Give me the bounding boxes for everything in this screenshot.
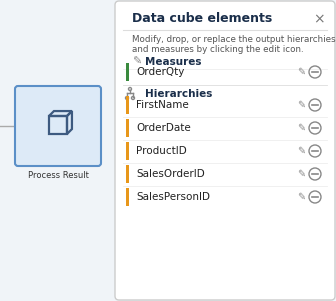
Text: ✎: ✎ bbox=[297, 192, 305, 202]
Text: ×: × bbox=[313, 12, 325, 26]
Text: Modify, drop, or replace the output hierarchies: Modify, drop, or replace the output hier… bbox=[132, 36, 336, 45]
FancyBboxPatch shape bbox=[115, 1, 335, 300]
Text: and measures by clicking the edit icon.: and measures by clicking the edit icon. bbox=[132, 45, 304, 54]
FancyBboxPatch shape bbox=[126, 165, 129, 183]
FancyBboxPatch shape bbox=[0, 0, 120, 301]
Text: FirstName: FirstName bbox=[136, 100, 189, 110]
Text: ProductID: ProductID bbox=[136, 146, 187, 156]
Text: Data cube elements: Data cube elements bbox=[132, 13, 272, 26]
FancyBboxPatch shape bbox=[126, 63, 129, 81]
Text: OrderQty: OrderQty bbox=[136, 67, 184, 77]
Text: ✎: ✎ bbox=[132, 57, 141, 67]
FancyBboxPatch shape bbox=[126, 188, 129, 206]
FancyBboxPatch shape bbox=[15, 86, 101, 166]
Text: ✎: ✎ bbox=[297, 100, 305, 110]
FancyBboxPatch shape bbox=[126, 96, 129, 114]
Text: ✎: ✎ bbox=[297, 123, 305, 133]
Text: Process Result: Process Result bbox=[28, 170, 88, 179]
Text: SalesPersonID: SalesPersonID bbox=[136, 192, 210, 202]
Text: ✎: ✎ bbox=[297, 169, 305, 179]
Text: ✎: ✎ bbox=[297, 67, 305, 77]
FancyBboxPatch shape bbox=[126, 142, 129, 160]
Text: SalesOrderID: SalesOrderID bbox=[136, 169, 205, 179]
Text: Measures: Measures bbox=[145, 57, 202, 67]
Text: ✎: ✎ bbox=[297, 146, 305, 156]
FancyBboxPatch shape bbox=[126, 119, 129, 137]
Text: Hierarchies: Hierarchies bbox=[145, 89, 212, 99]
Text: OrderDate: OrderDate bbox=[136, 123, 191, 133]
